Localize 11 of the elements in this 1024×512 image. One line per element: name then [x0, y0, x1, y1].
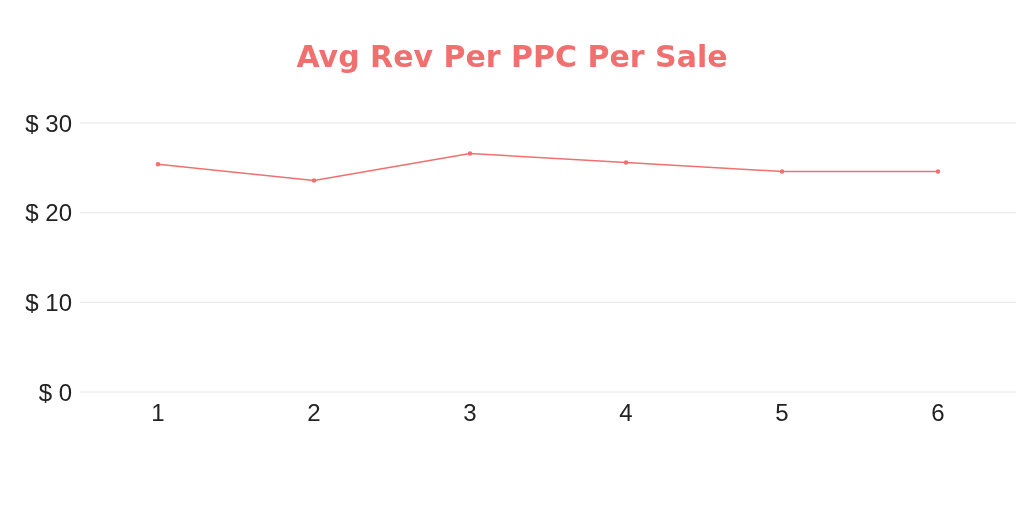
x-tick-label: 5 — [775, 399, 789, 427]
chart-title: Avg Rev Per PPC Per Sale — [296, 38, 728, 74]
y-tick-label: $ 0 — [38, 378, 72, 406]
y-tick-label: $ 20 — [25, 199, 72, 227]
y-tick-label: $ 30 — [25, 109, 72, 137]
x-tick-label: 1 — [151, 399, 165, 427]
x-tick-label: 3 — [463, 399, 477, 427]
x-tick-label: 2 — [307, 399, 321, 427]
x-tick-label: 4 — [619, 399, 633, 427]
y-tick-label: $ 10 — [25, 288, 72, 316]
x-tick-label: 6 — [931, 399, 945, 427]
